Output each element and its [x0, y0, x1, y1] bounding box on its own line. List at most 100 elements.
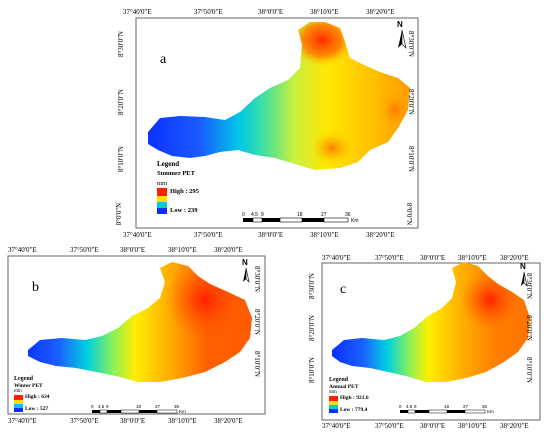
lon-label: 38°0'0"E: [258, 231, 284, 239]
lon-label: 37°50'0"E: [375, 254, 404, 262]
lat-label: 8°20'0"N: [0, 309, 2, 335]
lat-label: 8°30'0"N: [307, 273, 316, 299]
legend-a-mid-swatch: [157, 196, 167, 202]
legend-a-variable: Summer PET: [157, 170, 195, 177]
scale-tick: 0: [399, 404, 402, 409]
lon-label: 37°40'0"E: [123, 8, 152, 16]
lat-label: 8°10'0"N: [116, 146, 125, 172]
scale-tick: 36: [482, 404, 488, 409]
scale-bar-c: [400, 409, 486, 414]
lon-label: 38°0'0"E: [258, 8, 284, 16]
north-label-a: N: [397, 20, 403, 29]
legend-c-unit: mm: [329, 390, 337, 395]
scale-tick: 4.5: [406, 404, 413, 409]
legend-c-title: Legend: [329, 377, 349, 383]
scale-tick: 4.5: [98, 404, 105, 409]
scale-tick: 9: [261, 212, 264, 218]
lat-label: 8°20'0"N: [406, 89, 415, 115]
legend-b-mid2-swatch: [14, 404, 23, 408]
scale-tick: 0: [242, 212, 245, 218]
lat-label: 8°20'0"N: [307, 315, 316, 341]
legend-b-unit: mm: [14, 389, 22, 394]
legend-c-low-swatch: [329, 409, 338, 413]
scale-tick: 18: [444, 404, 450, 409]
legend-c-high: High : 921.6: [340, 395, 369, 401]
legend-a-high: High : 295: [170, 188, 199, 195]
scale-tick: 4.5: [251, 212, 258, 218]
legend-c-mid-swatch: [329, 401, 338, 405]
lat-label: 8°10'0"N: [406, 146, 415, 172]
scale-tick: 36: [345, 212, 351, 218]
lat-label: 8°30'0"N: [252, 266, 261, 292]
panel-b-map: [7, 255, 266, 415]
lat-label: 8°30'0"N: [406, 31, 415, 57]
lon-label: 38°20'0"E: [500, 422, 529, 430]
legend-b-title: Legend: [14, 376, 34, 382]
lon-label: 37°50'0"E: [70, 246, 99, 254]
north-arrow-c: [521, 271, 528, 287]
legend-b-low-swatch: [14, 408, 23, 412]
lon-label: 37°50'0"E: [194, 231, 223, 239]
lon-label: 38°10'0"E: [168, 417, 197, 425]
scale-tick: 18: [136, 404, 142, 409]
lon-label: 38°10'0"E: [458, 422, 487, 430]
lat-label: 8°20'0"N: [524, 315, 533, 341]
legend-b-low: Low : 527: [25, 406, 49, 412]
north-arrow-b: [243, 267, 250, 283]
lon-label: 38°10'0"E: [310, 231, 339, 239]
scale-tick: 27: [321, 212, 327, 218]
panel-c-map: [321, 262, 541, 421]
legend-a-title: Legend: [157, 160, 180, 168]
scale-tick: 9: [414, 404, 417, 409]
lon-label: 38°10'0"E: [310, 8, 339, 16]
legend-a-low-swatch: [157, 208, 167, 214]
scale-bar-a: [243, 217, 349, 223]
scale-unit: Km: [351, 218, 359, 224]
lon-label: 37°40'0"E: [8, 417, 37, 425]
legend-b-high-swatch: [14, 395, 23, 400]
legend-a-low: Low : 239: [170, 207, 198, 214]
legend-b-mid-swatch: [14, 400, 23, 404]
lat-label: 8°20'0"N: [252, 309, 261, 335]
scale-tick: 36: [174, 404, 180, 409]
lon-label: 37°40'0"E: [8, 246, 37, 254]
lon-label: 38°20'0"E: [500, 254, 529, 262]
legend-b-high: High : 634: [25, 394, 50, 400]
lat-label: 8°10'0"N: [252, 351, 261, 377]
legend-a-mid2-swatch: [157, 202, 167, 208]
scale-tick: 9: [106, 404, 109, 409]
lat-label: 8°10'0"N: [307, 357, 316, 383]
lat-label: 8°0'0"N: [405, 202, 414, 226]
north-label-c: N: [520, 262, 526, 271]
scale-unit: Km: [487, 409, 494, 414]
lon-label: 37°50'0"E: [70, 417, 99, 425]
lon-label: 38°0'0"E: [420, 254, 446, 262]
scale-unit: Km: [179, 409, 186, 414]
lon-label: 38°10'0"E: [458, 254, 487, 262]
panel-b-letter: b: [32, 280, 39, 295]
north-label-b: N: [242, 258, 248, 267]
legend-a-high-swatch: [157, 188, 167, 196]
scale-tick: 18: [297, 212, 303, 218]
legend-c-variable: Annual PET: [329, 384, 359, 390]
lon-label: 38°0'0"E: [120, 246, 146, 254]
scale-tick: 0: [91, 404, 94, 409]
lat-label: 8°0'0"N: [115, 202, 124, 226]
lon-label: 38°20'0"E: [214, 417, 243, 425]
lat-label: 8°30'0"N: [116, 31, 125, 57]
legend-b-variable: Winter PET: [14, 383, 43, 389]
legend-c-low: Low : 779.4: [340, 407, 368, 413]
panel-a-letter: a: [160, 52, 167, 67]
lon-label: 37°40'0"E: [123, 231, 152, 239]
lon-label: 37°50'0"E: [194, 8, 223, 16]
lon-label: 38°20'0"E: [366, 8, 395, 16]
legend-c-high-swatch: [329, 396, 338, 401]
lon-label: 38°10'0"E: [168, 246, 197, 254]
lat-label: 8°20'0"N: [116, 89, 125, 115]
lon-label: 38°20'0"E: [214, 246, 243, 254]
lat-label: 8°30'0"N: [0, 266, 2, 292]
panel-c-letter: c: [340, 282, 347, 297]
lat-label: 8°10'0"N: [524, 357, 533, 383]
north-arrow-a: [398, 29, 407, 49]
